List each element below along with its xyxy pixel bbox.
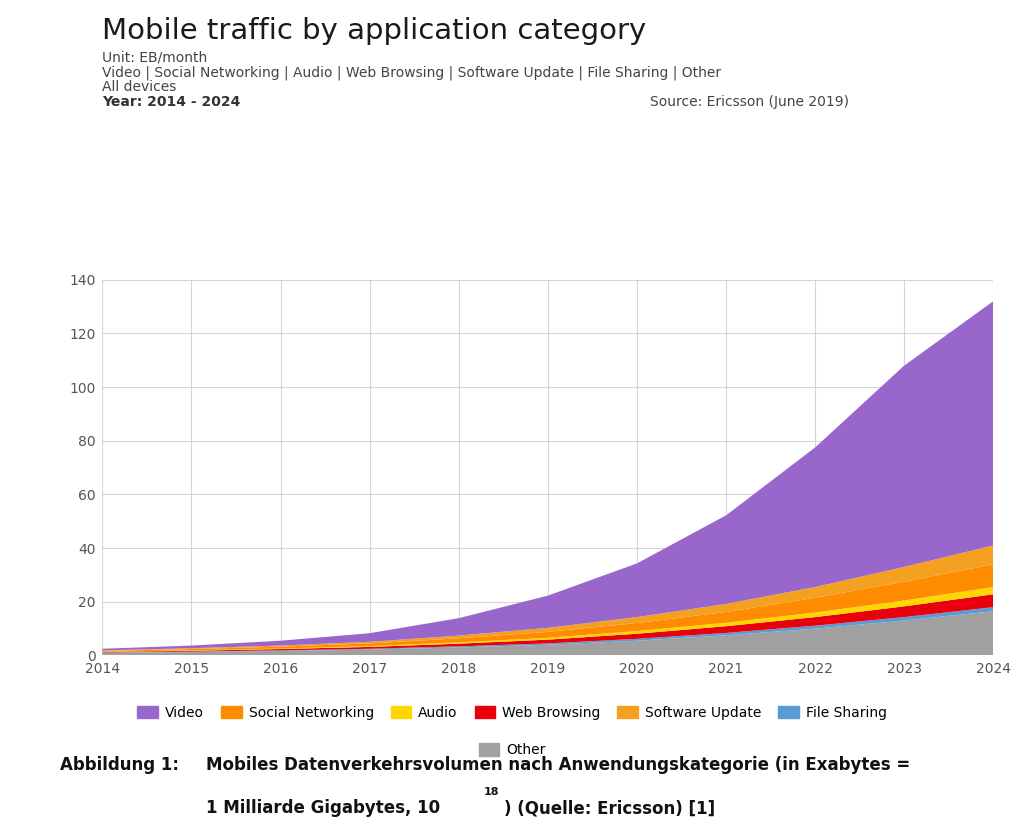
Text: Video | Social Networking | Audio | Web Browsing | Software Update | File Sharin: Video | Social Networking | Audio | Web … (102, 65, 722, 79)
Text: Year: 2014 - 2024: Year: 2014 - 2024 (102, 95, 241, 109)
Text: 1 Milliarde Gigabytes, 10: 1 Milliarde Gigabytes, 10 (206, 799, 440, 817)
Text: Abbildung 1:: Abbildung 1: (59, 756, 179, 774)
Text: 18: 18 (483, 787, 500, 797)
Legend: Other: Other (473, 737, 551, 762)
Text: Unit: EB/month: Unit: EB/month (102, 50, 208, 64)
Text: Source: Ericsson (June 2019): Source: Ericsson (June 2019) (650, 95, 849, 109)
Text: All devices: All devices (102, 80, 177, 94)
Text: ) (Quelle: Ericsson) [1]: ) (Quelle: Ericsson) [1] (505, 799, 716, 817)
Text: Mobile traffic by application category: Mobile traffic by application category (102, 17, 646, 45)
Text: Mobiles Datenverkehrsvolumen nach Anwendungskategorie (in Exabytes =: Mobiles Datenverkehrsvolumen nach Anwend… (206, 756, 910, 774)
